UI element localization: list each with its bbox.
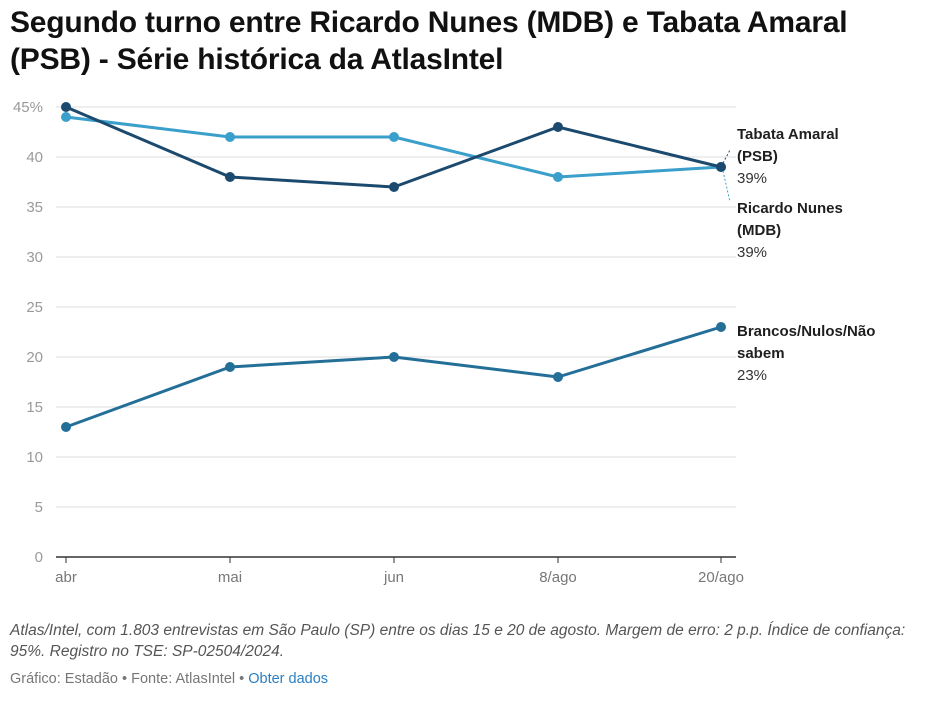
get-data-link[interactable]: Obter dados (248, 671, 329, 687)
y-tick-label: 15 (26, 399, 43, 416)
data-point (225, 132, 235, 142)
y-tick-label: 30 (26, 249, 43, 266)
data-point (553, 172, 563, 182)
methodology-note: Atlas/Intel, com 1.803 entrevistas em Sã… (10, 622, 906, 660)
data-point (553, 122, 563, 132)
data-point (389, 182, 399, 192)
data-point (716, 322, 726, 332)
label-leader-line (722, 170, 731, 203)
source-credit: Gráfico: Estadão • Fonte: AtlasIntel • O… (10, 671, 328, 687)
series-label: Brancos/Nulos/Não (737, 323, 875, 340)
series-label: (MDB) (737, 222, 781, 239)
x-tick-label: 8/ago (539, 569, 577, 586)
series-line (65, 115, 722, 179)
line-chart: 0 5 10 15 20 25 30 35 40 45% abr mai jun 8/ago 20/ago T… (13, 99, 875, 586)
series-label: sabem (737, 345, 785, 362)
y-tick-label: 10 (26, 449, 43, 466)
data-point (225, 362, 235, 372)
y-tick-label: 25 (26, 299, 43, 316)
x-tick-label: jun (383, 569, 404, 586)
x-tick-label: 20/ago (698, 569, 744, 586)
chart-title: Segundo turno entre Ricardo Nunes (MDB) … (10, 6, 848, 76)
data-point (716, 162, 726, 172)
y-tick-label: 5 (35, 499, 43, 516)
data-point (61, 112, 71, 122)
y-tick-label: 40 (26, 149, 43, 166)
source-text: Gráfico: Estadão • Fonte: AtlasIntel • (10, 671, 245, 687)
series-line (65, 325, 722, 429)
series-end-value: 39% (737, 244, 767, 261)
data-point (225, 172, 235, 182)
series-label: (PSB) (737, 148, 778, 165)
data-point (553, 372, 563, 382)
series-label: Ricardo Nunes (737, 200, 843, 217)
data-point (389, 132, 399, 142)
y-tick-label: 45% (13, 99, 43, 116)
series-label: Tabata Amaral (737, 126, 839, 143)
x-tick-label: abr (55, 569, 77, 586)
series-end-value: 39% (737, 170, 767, 187)
label-leader-line (722, 149, 731, 164)
y-tick-label: 35 (26, 199, 43, 216)
y-tick-label: 0 (35, 549, 43, 566)
series-line (65, 105, 722, 189)
x-tick-label: mai (218, 569, 242, 586)
data-point (61, 102, 71, 112)
data-point (61, 422, 71, 432)
data-point (389, 352, 399, 362)
series-end-value: 23% (737, 367, 767, 384)
y-tick-label: 20 (26, 349, 43, 366)
